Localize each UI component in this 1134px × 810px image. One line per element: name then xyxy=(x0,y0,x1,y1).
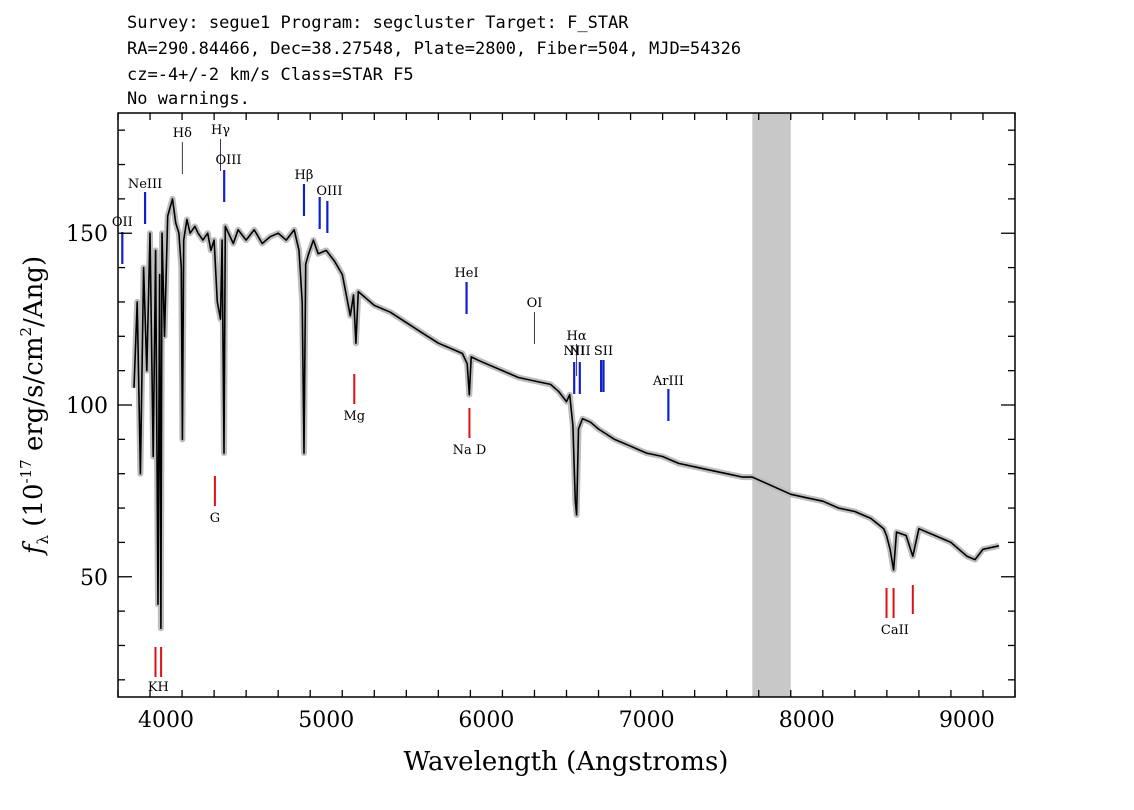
emission-line-label: OII xyxy=(112,215,133,230)
y-tick-label: 50 xyxy=(80,566,108,591)
x-axis-title: Wavelength (Angstroms) xyxy=(404,747,729,777)
plot-frame xyxy=(117,112,1016,698)
absorption-line-label: KH xyxy=(148,680,169,695)
emission-line-label: Hγ xyxy=(211,123,230,138)
x-tick-label: 5000 xyxy=(298,708,354,733)
x-tick-label: 4000 xyxy=(138,708,194,733)
x-tick-label: 7000 xyxy=(619,708,675,733)
flux-series-line xyxy=(133,198,1000,630)
masked-region xyxy=(752,113,791,697)
header-redshift-line: cz=-4+/-2 km/s Class=STAR F5 xyxy=(127,65,414,85)
header-survey-line: Survey: segue1 Program: segcluster Targe… xyxy=(127,13,629,33)
absorption-line-label: G xyxy=(210,511,220,526)
x-tick-label: 6000 xyxy=(458,708,514,733)
emission-line-label: NII xyxy=(563,344,585,359)
emission-line-label: OIII xyxy=(316,184,342,199)
y-tick-label: 150 xyxy=(66,222,108,247)
y-tick-label: 100 xyxy=(66,394,108,419)
emission-line-label: ArIII xyxy=(652,374,684,389)
emission-line-label: NeIII xyxy=(128,177,162,192)
emission-line-label: SII xyxy=(594,344,613,359)
error-band xyxy=(131,195,1000,632)
y-axis-title: fλ (10-17 erg/s/cm2/Ang) xyxy=(17,256,52,556)
emission-line-label: NII xyxy=(569,344,591,359)
header-warnings-line: No warnings. xyxy=(127,89,250,109)
absorption-line-label: CaII xyxy=(881,623,909,638)
emission-line-label: Hα xyxy=(567,329,587,344)
emission-line-label: Hδ xyxy=(173,126,192,141)
emission-line-label: OIII xyxy=(215,153,241,168)
absorption-line-label: Na D xyxy=(453,443,487,458)
chart-header: Survey: segue1 Program: segcluster Targe… xyxy=(127,13,741,109)
emission-line-label: HeI xyxy=(454,266,478,281)
emission-line-label: OI xyxy=(527,296,543,311)
x-tick-label: 9000 xyxy=(939,708,995,733)
header-coordinates-line: RA=290.84466, Dec=38.27548, Plate=2800, … xyxy=(127,39,741,59)
absorption-line-label: Mg xyxy=(343,409,365,424)
axis-ticks: 4000 5000 6000 7000 8000 9000 50 100 150 xyxy=(66,113,1016,733)
x-tick-label: 8000 xyxy=(779,708,835,733)
emission-line-label: Hβ xyxy=(295,168,314,183)
svg-text:fλ (10-17 erg/s/cm2/Ang): fλ (10-17 erg/s/cm2/Ang) xyxy=(17,256,52,556)
